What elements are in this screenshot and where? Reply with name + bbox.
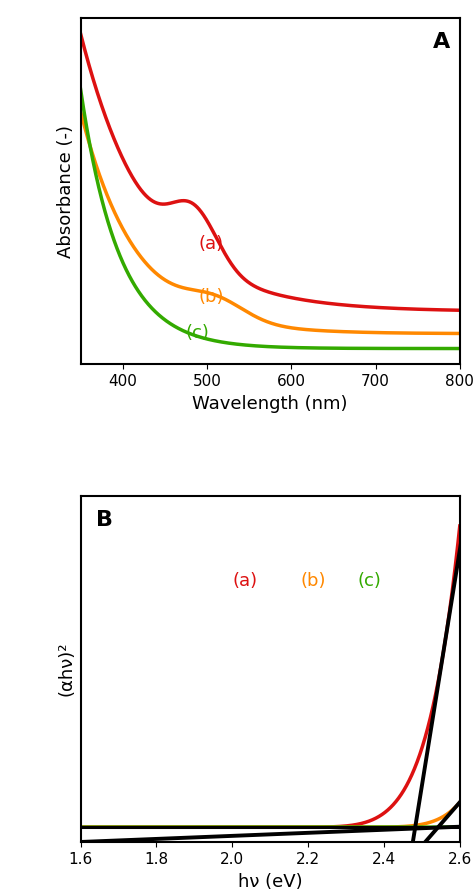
Y-axis label: (αhν)²: (αhν)²: [57, 642, 75, 696]
Text: (a): (a): [232, 573, 257, 590]
Y-axis label: Absorbance (-): Absorbance (-): [57, 125, 75, 257]
Text: (c): (c): [186, 324, 210, 342]
Text: (b): (b): [301, 573, 326, 590]
Text: B: B: [96, 510, 113, 530]
X-axis label: Wavelength (nm): Wavelength (nm): [192, 394, 348, 412]
Text: (c): (c): [357, 573, 381, 590]
Text: A: A: [433, 31, 450, 52]
Text: (a): (a): [199, 235, 224, 253]
Text: (b): (b): [199, 288, 224, 306]
X-axis label: hν (eV): hν (eV): [238, 873, 302, 891]
